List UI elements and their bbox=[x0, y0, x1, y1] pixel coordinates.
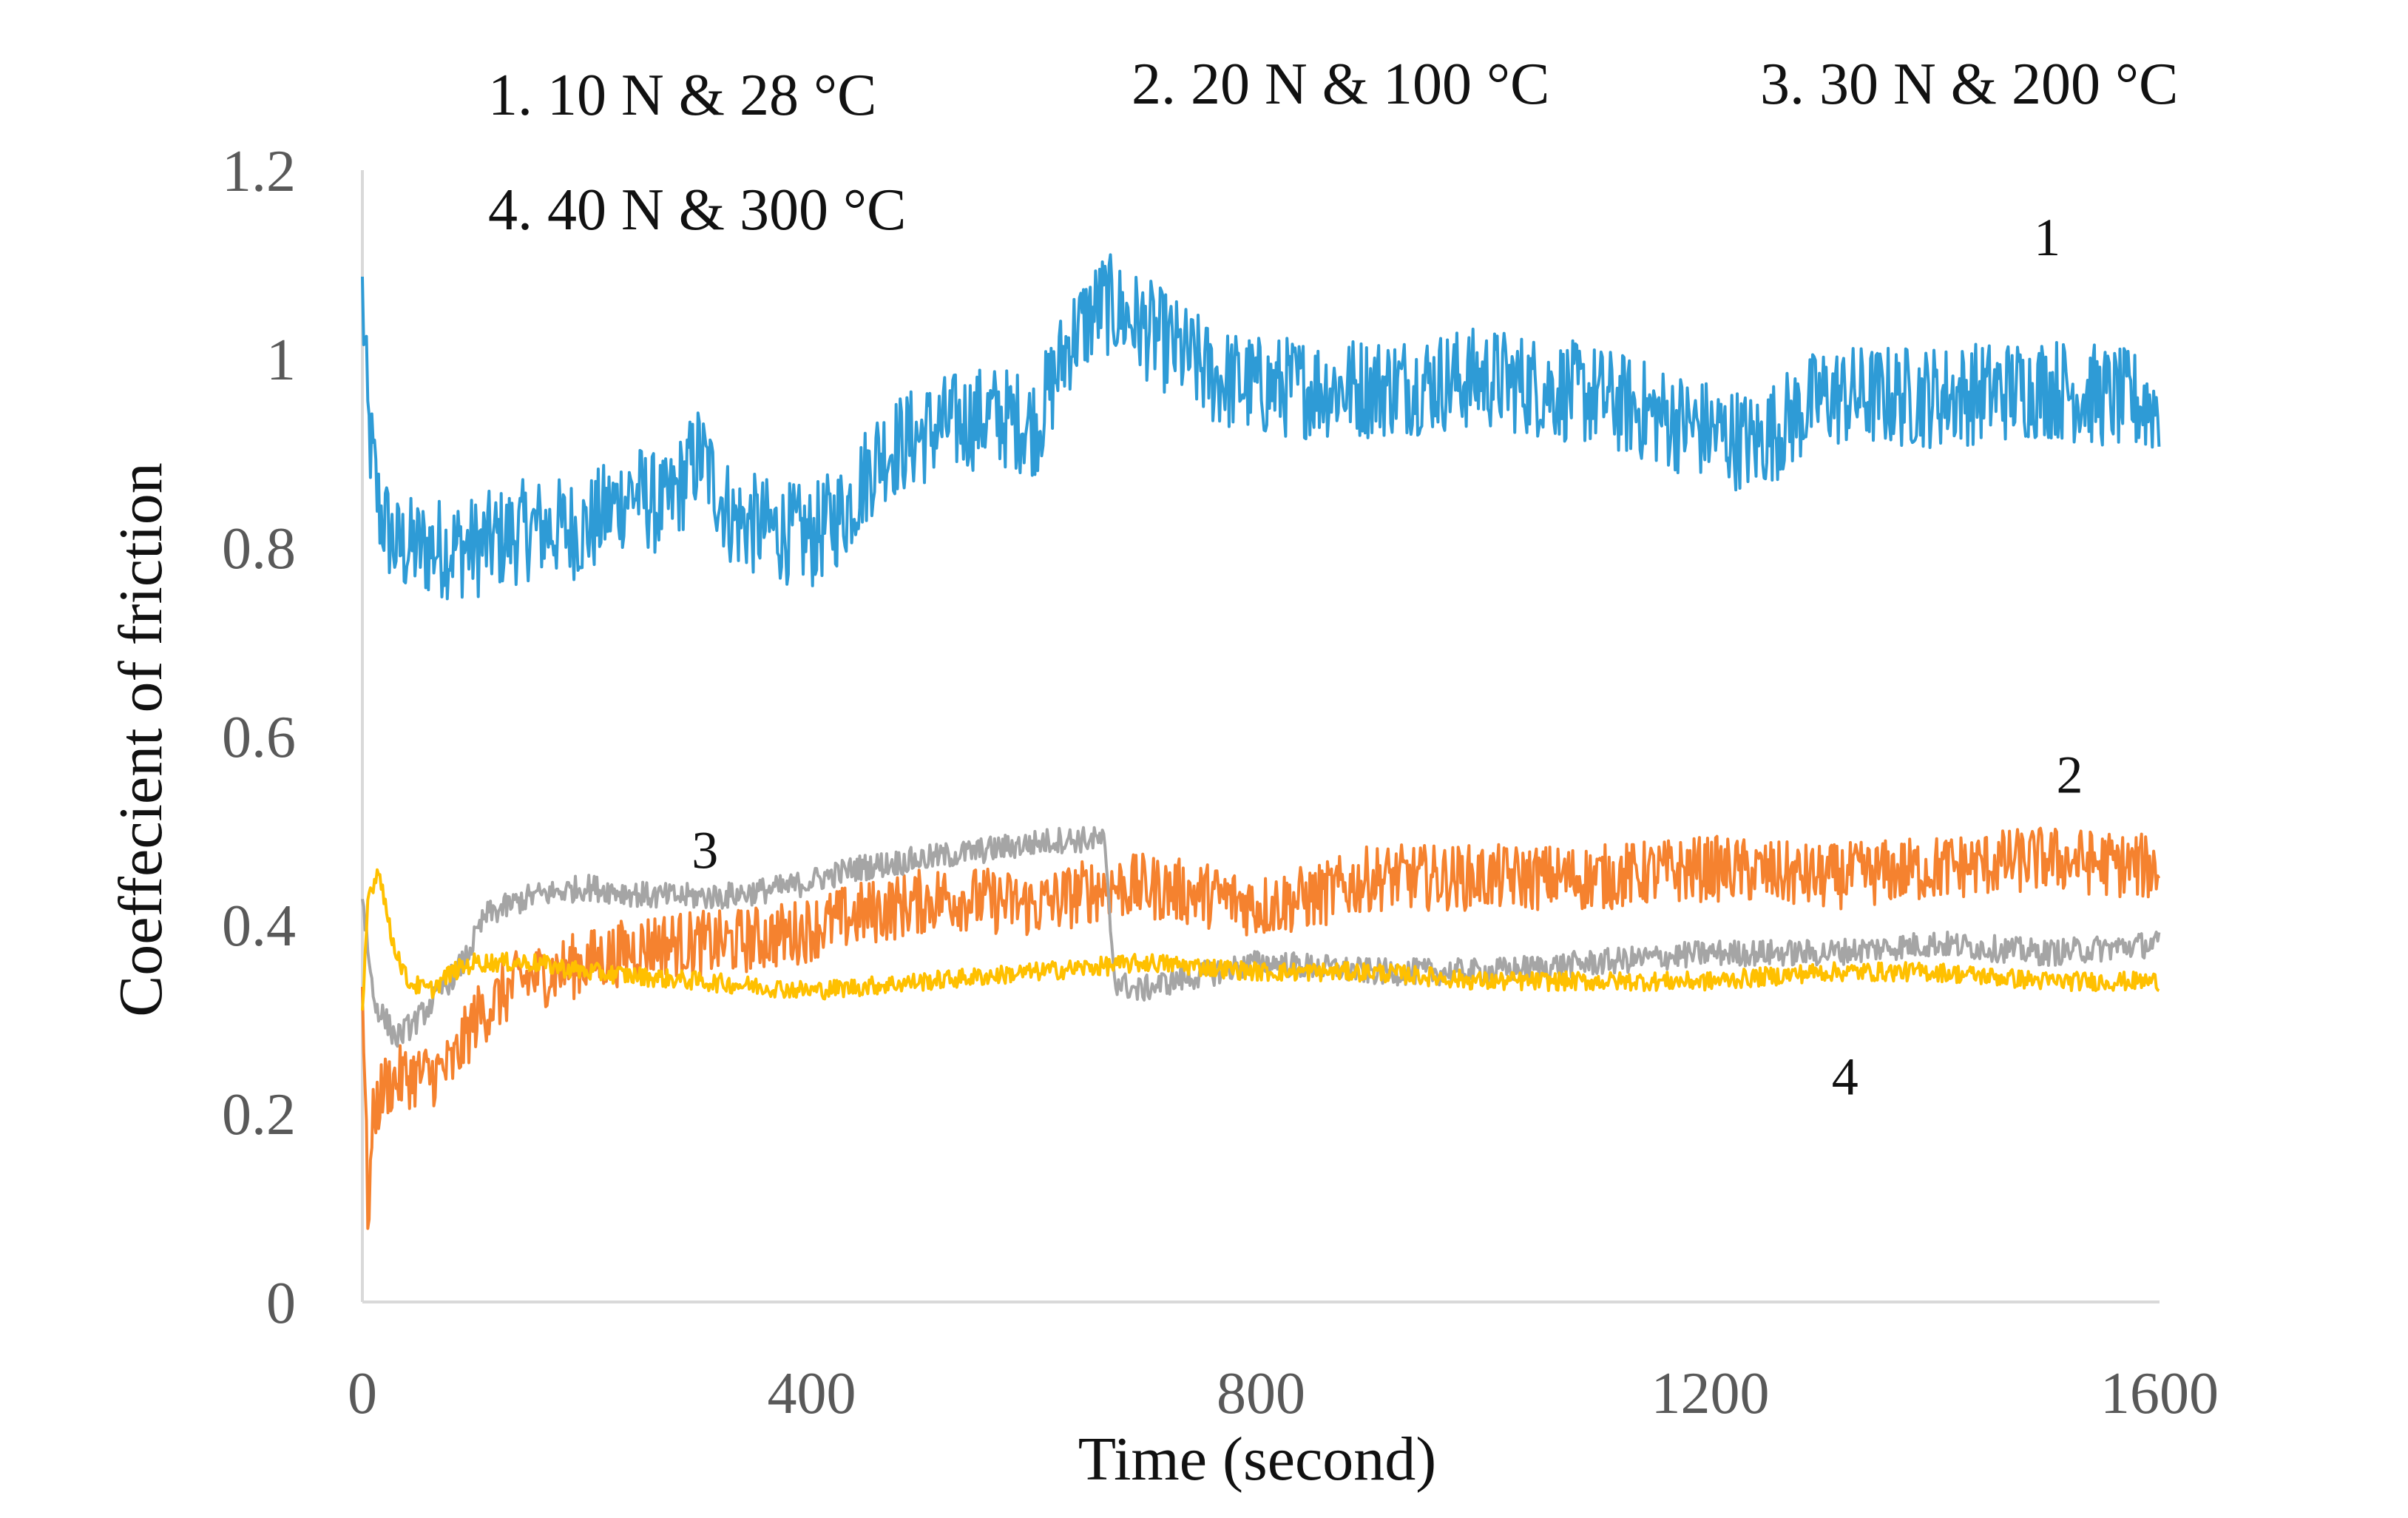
plot-area bbox=[361, 253, 2161, 1230]
legend-entry: 3. 30 N & 200 °C bbox=[1760, 52, 2178, 117]
axes: 0 0.2 0.4 0.6 0.8 1 1.2 0 400 800 1200 1600 bbox=[222, 139, 2219, 1426]
legend: 1. 10 N & 28 °C 2. 20 N & 100 °C 3. 30 N &… bbox=[488, 52, 2178, 243]
series-label-2: 2 bbox=[2057, 746, 2083, 805]
series-line-4 bbox=[361, 868, 2160, 1011]
y-tick-label: 0.4 bbox=[222, 894, 296, 959]
legend-entry: 1. 10 N & 28 °C bbox=[488, 63, 876, 128]
x-axis-title: Time (second) bbox=[1078, 1425, 1437, 1494]
x-tick-label: 1200 bbox=[1651, 1361, 1770, 1426]
series-line-1 bbox=[361, 253, 2161, 601]
y-tick-label: 0.6 bbox=[222, 705, 296, 770]
x-tick-label: 800 bbox=[1217, 1361, 1305, 1426]
legend-entry: 4. 40 N & 300 °C bbox=[488, 178, 906, 243]
series-label-4: 4 bbox=[1832, 1048, 1859, 1107]
y-axis-title: Coeffecient of friction bbox=[106, 462, 175, 1016]
x-tick-label: 400 bbox=[768, 1361, 856, 1426]
x-tick-label: 0 bbox=[348, 1361, 377, 1426]
y-tick-label: 1.2 bbox=[222, 139, 296, 204]
y-tick-label: 0 bbox=[266, 1271, 296, 1336]
series-labels: 1 2 3 4 bbox=[691, 208, 2083, 1107]
y-tick-label: 0.2 bbox=[222, 1082, 296, 1147]
series-label-3: 3 bbox=[691, 821, 718, 880]
series-label-1: 1 bbox=[2034, 208, 2060, 267]
x-tick-label: 1600 bbox=[2100, 1361, 2219, 1426]
legend-entry: 2. 20 N & 100 °C bbox=[1132, 52, 1549, 117]
y-tick-label: 1 bbox=[266, 328, 296, 393]
series-line-2 bbox=[361, 826, 2161, 1230]
y-tick-label: 0.8 bbox=[222, 516, 296, 581]
